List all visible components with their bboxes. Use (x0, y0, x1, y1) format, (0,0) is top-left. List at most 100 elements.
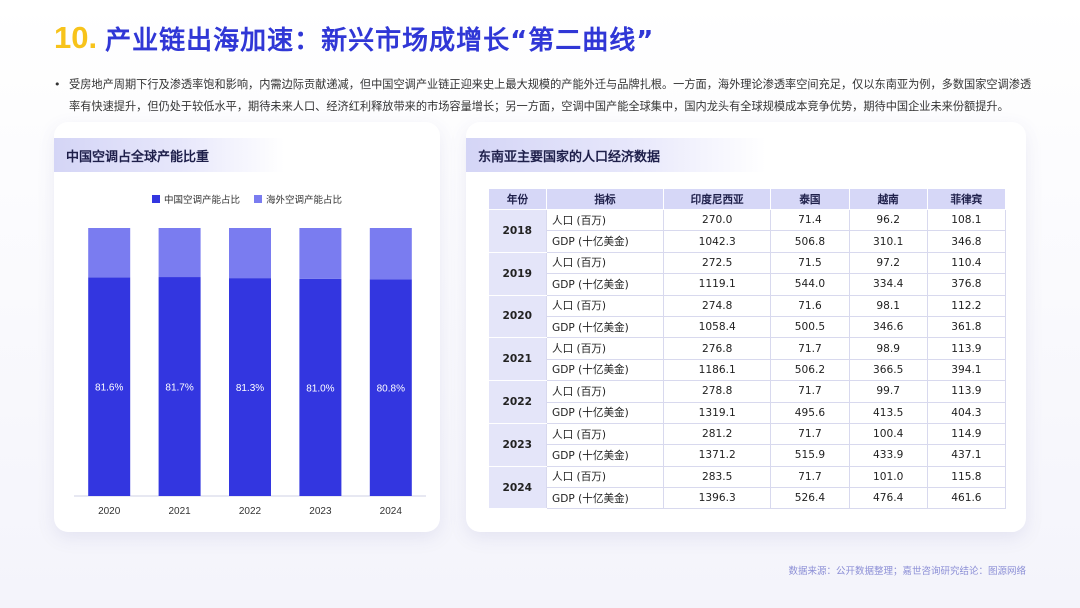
x-tick-label: 2020 (98, 506, 121, 517)
value-cell: 278.8 (662, 380, 771, 403)
capacity-chart-card: 中国空调占全球产能比重 中国空调产能占比 海外空调产能占比 81.6% 2020 81… (54, 122, 440, 532)
value-cell: 413.5 (848, 402, 928, 424)
value-cell: 404.3 (926, 402, 1007, 424)
value-cell: 1319.1 (662, 402, 771, 424)
value-cell: 71.5 (770, 252, 850, 275)
bar-data-label: 81.7% (165, 383, 193, 394)
bullet-dot: • (54, 78, 61, 91)
value-cell: 361.8 (926, 316, 1007, 339)
value-cell: 274.8 (662, 295, 771, 317)
year-cell: 2020 (488, 295, 547, 339)
value-cell: 71.7 (770, 423, 850, 446)
legend-label: 海外空调产能占比 (266, 195, 343, 206)
table-row: 2020 人口 (百万) 274.8 71.6 98.1 112.2 (488, 295, 1007, 339)
table-row: GDP (十亿美金) 1186.1 506.2 366.5 394.1 (489, 359, 1007, 382)
table-row: GDP (十亿美金) 1119.1 544.0 334.4 376.8 (489, 273, 1007, 296)
table-row: 2022 人口 (百万) 278.8 71.7 99.7 113.9 (488, 380, 1007, 424)
table-row: 2021 人口 (百万) 276.8 71.7 98.9 113.9 (488, 337, 1007, 382)
section-number: 10. (54, 20, 98, 55)
value-cell: 1058.4 (662, 316, 771, 339)
value-cell: 526.4 (770, 487, 850, 510)
x-tick-label: 2021 (168, 506, 191, 517)
column-header: 泰国 (770, 188, 850, 210)
legend-item: 海外空调产能占比 (254, 192, 342, 206)
value-cell: 108.1 (926, 209, 1007, 232)
indicator-cell: GDP (十亿美金) (546, 273, 664, 296)
x-tick-label: 2024 (380, 506, 403, 517)
column-header: 年份 (488, 188, 547, 210)
value-cell: 437.1 (926, 444, 1007, 467)
x-tick-label: 2022 (239, 506, 262, 517)
value-cell: 310.1 (848, 230, 928, 253)
value-cell: 98.9 (848, 337, 928, 360)
value-cell: 272.5 (662, 252, 771, 275)
value-cell: 334.4 (848, 273, 928, 296)
chart-card-title: 中国空调占全球产能比重 (54, 138, 284, 172)
value-cell: 1396.3 (662, 487, 771, 510)
indicator-cell: 人口 (百万) (546, 380, 664, 403)
value-cell: 98.1 (848, 295, 928, 317)
indicator-cell: GDP (十亿美金) (546, 316, 664, 339)
table-row: 2023 人口 (百万) 281.2 71.7 100.4 114.9 (488, 423, 1007, 467)
column-header: 越南 (848, 188, 928, 210)
value-cell: 112.2 (926, 295, 1007, 317)
value-cell: 495.6 (770, 402, 850, 424)
value-cell: 71.4 (770, 209, 850, 232)
year-cell: 2023 (488, 423, 547, 467)
indicator-cell: GDP (十亿美金) (546, 359, 664, 382)
value-cell: 366.5 (848, 359, 928, 382)
value-cell: 113.9 (926, 337, 1007, 360)
value-cell: 346.8 (926, 230, 1007, 253)
value-cell: 376.8 (926, 273, 1007, 296)
value-cell: 461.6 (926, 487, 1007, 510)
value-cell: 544.0 (770, 273, 850, 296)
value-cell: 110.4 (926, 252, 1007, 275)
year-cell: 2024 (488, 466, 547, 510)
sea-data-card: 东南亚主要国家的人口经济数据 年份 指标 印度尼西亚 泰国 越南 菲律宾 2018 人口 (… (466, 122, 1026, 532)
value-cell: 270.0 (662, 209, 771, 232)
year-cell: 2018 (488, 209, 547, 253)
stacked-bar-chart: 81.6% 2020 81.7% 2021 81.3% 2022 81.0% 2023 80.8… (74, 228, 426, 517)
value-cell: 71.6 (770, 295, 850, 317)
table-row: 2018 人口 (百万) 270.0 71.4 96.2 108.1 (488, 209, 1007, 253)
indicator-cell: 人口 (百万) (546, 252, 664, 275)
legend-swatch (254, 195, 262, 203)
year-cell: 2019 (488, 252, 547, 296)
bar-data-label: 81.3% (236, 383, 264, 394)
x-tick-label: 2023 (309, 506, 332, 517)
column-header: 指标 (546, 188, 664, 210)
year-cell: 2021 (488, 337, 547, 382)
value-cell: 1042.3 (662, 230, 771, 253)
page-title: 10. 产业链出海加速：新兴市场成增长“第二曲线” (54, 18, 654, 58)
table-header-row: 年份 指标 印度尼西亚 泰国 越南 菲律宾 (488, 188, 1007, 210)
table-row: 2019 人口 (百万) 272.5 71.5 97.2 110.4 (488, 252, 1007, 296)
value-cell: 115.8 (926, 466, 1007, 489)
table-row: GDP (十亿美金) 1396.3 526.4 476.4 461.6 (489, 487, 1007, 510)
bar-china-share (229, 278, 271, 496)
legend-label: 中国空调产能占比 (163, 195, 240, 206)
value-cell: 506.8 (770, 230, 850, 253)
table-body: 2018 人口 (百万) 270.0 71.4 96.2 108.1 GDP (十亿美金) 1… (488, 209, 1007, 510)
value-cell: 113.9 (926, 380, 1007, 403)
value-cell: 100.4 (848, 423, 928, 446)
bar-overseas-share (299, 228, 342, 279)
column-header: 菲律宾 (926, 188, 1007, 210)
bar-data-label: 80.8% (377, 384, 405, 395)
bar-china-share (88, 277, 131, 496)
value-cell: 101.0 (848, 466, 928, 489)
value-cell: 1119.1 (662, 273, 771, 296)
intro-text: 受房地产周期下行及渗透率饱和影响，内需边际贡献递减，但中国空调产业链正迎来史上最… (69, 78, 1032, 113)
value-cell: 1186.1 (662, 359, 771, 382)
source-note: 数据来源：公开数据整理；嘉世咨询研究结论：图源网络 (788, 566, 1026, 577)
value-cell: 281.2 (662, 423, 771, 446)
indicator-cell: 人口 (百万) (546, 423, 664, 446)
table-row: 2024 人口 (百万) 283.5 71.7 101.0 115.8 (488, 466, 1007, 510)
value-cell: 515.9 (770, 444, 850, 467)
bar-china-share (158, 277, 201, 496)
indicator-cell: GDP (十亿美金) (546, 487, 664, 510)
value-cell: 99.7 (848, 380, 928, 403)
indicator-cell: 人口 (百万) (546, 466, 664, 489)
indicator-cell: GDP (十亿美金) (546, 444, 664, 467)
value-cell: 276.8 (662, 337, 771, 360)
bar-data-label: 81.6% (95, 383, 123, 394)
